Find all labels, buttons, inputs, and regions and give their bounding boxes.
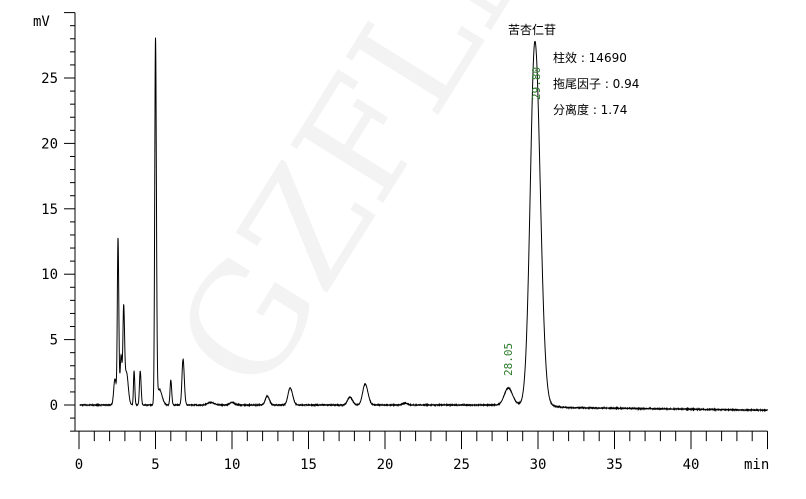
resolution-label: 分离度 : 1.74 bbox=[553, 102, 627, 117]
y-tick-label: 0 bbox=[50, 398, 58, 414]
tailing-factor-label: 拖尾因子 : 0.94 bbox=[553, 77, 639, 91]
x-tick-label: 20 bbox=[377, 457, 394, 473]
x-tick-label: 15 bbox=[300, 457, 317, 473]
column-efficiency-label: 柱效 : 14690 bbox=[553, 50, 627, 65]
x-tick-label: 35 bbox=[606, 457, 623, 473]
x-tick-label: 40 bbox=[683, 457, 700, 473]
y-tick-label: 25 bbox=[41, 71, 58, 87]
x-tick-label: 30 bbox=[530, 457, 547, 473]
x-axis-label: min bbox=[744, 457, 769, 473]
peak-name-label: 苦杏仁苷 bbox=[508, 23, 556, 37]
retention-time-main: 29.80 bbox=[530, 67, 543, 100]
retention-time-minor: 28.05 bbox=[502, 343, 515, 376]
chromatogram-trace bbox=[79, 37, 768, 413]
x-tick-label: 25 bbox=[453, 457, 470, 473]
y-tick-label: 5 bbox=[50, 333, 58, 349]
x-tick-label: 0 bbox=[75, 457, 83, 473]
x-tick-label: 5 bbox=[151, 457, 159, 473]
y-tick-label: 20 bbox=[41, 136, 58, 152]
y-tick-label: 10 bbox=[41, 267, 58, 283]
y-axis-label: mV bbox=[33, 14, 50, 30]
axes: 0 5 10 15 20 25 0 5 10 15 20 25 30 35 40 bbox=[41, 12, 768, 473]
y-tick-label: 15 bbox=[41, 202, 58, 218]
x-tick-label: 10 bbox=[224, 457, 241, 473]
